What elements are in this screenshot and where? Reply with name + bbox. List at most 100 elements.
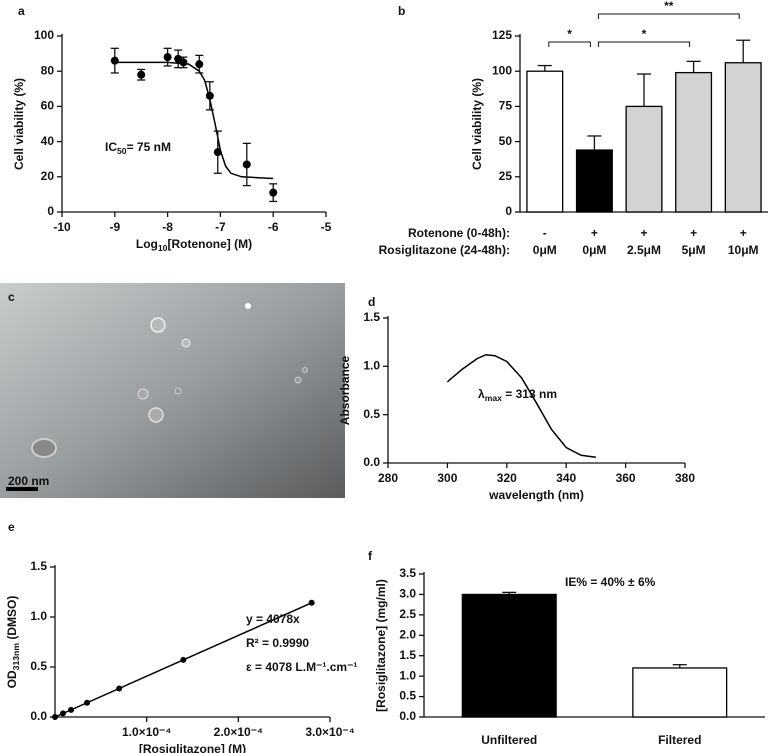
particle xyxy=(302,367,308,373)
data-point xyxy=(110,56,119,65)
scale-bar xyxy=(6,487,38,491)
bar xyxy=(575,149,613,213)
y-tick-label: 50 xyxy=(499,134,513,148)
row-label: Rotenone (0-48h): xyxy=(408,226,510,240)
annotation: IC50= 75 nM xyxy=(105,140,171,156)
annotation-part: IC xyxy=(105,140,117,154)
y-tick-label: 100 xyxy=(492,63,512,77)
data-point xyxy=(242,160,251,169)
x-tick-label: -9 xyxy=(109,220,120,234)
y-tick-label: 60 xyxy=(41,99,55,113)
row-value: 2.5μM xyxy=(627,243,661,257)
y-tick-label: 2.5 xyxy=(399,607,416,621)
row-label: Rosiglitazone (24-48h): xyxy=(379,243,510,257)
particle xyxy=(137,388,149,400)
data-point xyxy=(308,599,315,606)
x-axis-label-part: Log xyxy=(136,237,158,251)
annotation-part: = 75 nM xyxy=(127,140,171,154)
x-tick-label: Filtered xyxy=(658,733,701,747)
panel-letter: c xyxy=(8,290,15,304)
row-value: + xyxy=(740,226,747,240)
annotation: ε = 4078 L.M⁻¹.cm⁻¹ xyxy=(246,660,357,674)
x-axis-label: Log10[Rotenone] (M) xyxy=(136,237,252,253)
x-tick-label: Unfiltered xyxy=(481,733,537,747)
row-value: 0μM xyxy=(533,243,557,257)
particle xyxy=(245,303,251,309)
y-tick-label: 3.5 xyxy=(399,566,416,580)
data-point xyxy=(195,60,204,69)
bar xyxy=(675,71,713,213)
row-value: + xyxy=(640,226,647,240)
annotation-part: max xyxy=(485,393,502,403)
significance-label: * xyxy=(642,27,647,41)
significance-label: ** xyxy=(664,0,674,13)
y-tick-label: 1.0 xyxy=(30,609,47,623)
y-tick-label: 125 xyxy=(492,28,512,42)
y-tick-label: 0.0 xyxy=(363,455,380,469)
data-point xyxy=(60,710,67,717)
micrograph xyxy=(0,283,345,498)
panel-letter: d xyxy=(368,295,375,309)
y-axis-label-part: OD xyxy=(5,670,19,688)
panel-letter: e xyxy=(8,520,15,534)
data-point xyxy=(52,714,58,720)
data-point xyxy=(163,53,172,62)
annotation-part: 50 xyxy=(117,146,127,156)
data-point xyxy=(179,58,188,67)
bar xyxy=(526,70,564,213)
y-tick-label: 75 xyxy=(499,99,513,113)
data-point xyxy=(68,706,75,713)
data-point xyxy=(269,188,278,197)
x-tick-label: 320 xyxy=(497,471,517,485)
x-tick-label: -7 xyxy=(215,220,226,234)
row-value: 10μM xyxy=(728,243,759,257)
significance-bracket xyxy=(548,41,591,47)
bar xyxy=(632,667,728,718)
panel-letter: a xyxy=(18,4,25,18)
spectrum-line xyxy=(446,353,596,458)
panel-letter: f xyxy=(368,549,373,563)
particle xyxy=(148,407,164,423)
annotation-part: λ xyxy=(478,387,485,401)
bar xyxy=(724,62,762,213)
y-tick-label: 20 xyxy=(41,169,55,183)
y-tick-label: 1.5 xyxy=(30,559,47,573)
scale-bar-label: 200 nm xyxy=(8,474,49,488)
y-tick-label: 0.5 xyxy=(363,407,380,421)
x-tick-label: 380 xyxy=(675,471,695,485)
x-tick-label: -10 xyxy=(53,220,71,234)
y-tick-label: 0.0 xyxy=(399,709,416,723)
x-axis-label-part: [Rotenone] (M) xyxy=(167,237,252,251)
y-axis-label: Cell viability (%) xyxy=(470,78,484,170)
micrograph-background xyxy=(0,283,345,498)
x-tick-label: 300 xyxy=(437,471,457,485)
y-tick-label: 2.0 xyxy=(399,627,416,641)
x-tick-label: 3.0×10⁻⁴ xyxy=(305,725,354,739)
bar xyxy=(461,593,557,718)
y-tick-label: 1.5 xyxy=(363,310,380,324)
row-value: 5μM xyxy=(682,243,706,257)
significance-label: * xyxy=(567,27,572,41)
y-tick-label: 1.5 xyxy=(399,648,416,662)
x-tick-label: -8 xyxy=(162,220,173,234)
annotation-part: = 313 nm xyxy=(502,387,557,401)
row-value: - xyxy=(543,226,547,240)
y-tick-label: 0.0 xyxy=(30,709,47,723)
x-axis-label-part: 10 xyxy=(158,243,168,253)
significance-bracket xyxy=(597,41,691,47)
y-tick-label: 40 xyxy=(41,134,55,148)
particle xyxy=(294,376,302,384)
y-tick-label: 3.0 xyxy=(399,587,416,601)
x-tick-label: -5 xyxy=(321,220,332,234)
x-tick-label: 2.0×10⁻⁴ xyxy=(214,725,263,739)
annotation: y = 4078x xyxy=(246,612,300,626)
data-point xyxy=(205,91,214,100)
x-axis-label: [Rosiglitazone] (M) xyxy=(139,742,246,753)
annotation: R² = 0.9990 xyxy=(246,636,309,650)
y-tick-label: 0 xyxy=(505,204,512,218)
x-tick-label: 1.0×10⁻⁴ xyxy=(122,725,171,739)
x-tick-label: 340 xyxy=(556,471,576,485)
particle xyxy=(150,317,166,333)
panel-letter: b xyxy=(398,4,405,18)
